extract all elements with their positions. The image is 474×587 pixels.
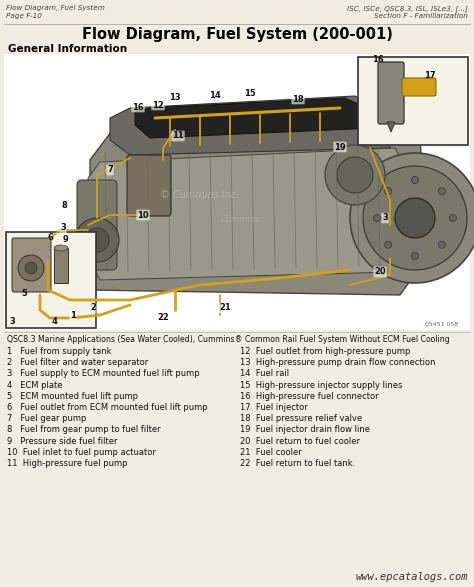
Text: 20: 20: [374, 268, 386, 276]
Circle shape: [411, 252, 419, 259]
Circle shape: [363, 166, 467, 270]
Text: 7   Fuel gear pump: 7 Fuel gear pump: [7, 414, 86, 423]
Bar: [358, 57, 468, 145]
Text: 8: 8: [61, 201, 67, 210]
Text: 13: 13: [169, 93, 181, 102]
Text: 17  Fuel injector: 17 Fuel injector: [240, 403, 308, 412]
Text: 11: 11: [172, 131, 184, 140]
Text: 6   Fuel outlet from ECM mounted fuel lift pump: 6 Fuel outlet from ECM mounted fuel lift…: [7, 403, 208, 412]
Text: Page F-10: Page F-10: [6, 13, 42, 19]
FancyBboxPatch shape: [402, 78, 436, 96]
Text: 10  Fuel inlet to fuel pump actuator: 10 Fuel inlet to fuel pump actuator: [7, 448, 156, 457]
Text: 3: 3: [60, 224, 66, 232]
Circle shape: [18, 255, 44, 281]
FancyBboxPatch shape: [12, 238, 51, 292]
Text: 2: 2: [90, 303, 96, 312]
Circle shape: [395, 198, 435, 238]
Text: 7: 7: [107, 166, 113, 174]
Text: 11  High-pressure fuel pump: 11 High-pressure fuel pump: [7, 459, 128, 468]
FancyBboxPatch shape: [378, 62, 404, 124]
Text: 1   Fuel from supply tank: 1 Fuel from supply tank: [7, 347, 111, 356]
Polygon shape: [88, 148, 410, 280]
Text: 10: 10: [137, 211, 149, 220]
Text: 19: 19: [334, 143, 346, 151]
Circle shape: [411, 177, 419, 184]
Circle shape: [449, 214, 456, 221]
Circle shape: [438, 188, 446, 195]
Circle shape: [75, 218, 119, 262]
Text: 19  Fuel injector drain flow line: 19 Fuel injector drain flow line: [240, 426, 370, 434]
Text: 16: 16: [372, 56, 384, 65]
Text: 2   Fuel filter and water separator: 2 Fuel filter and water separator: [7, 358, 148, 367]
Text: 5: 5: [21, 289, 27, 299]
Bar: [54, 248, 68, 283]
Text: 3   Fuel supply to ECM mounted fuel lift pump: 3 Fuel supply to ECM mounted fuel lift p…: [7, 369, 200, 379]
FancyBboxPatch shape: [77, 180, 117, 270]
Text: Section F - Familiarization: Section F - Familiarization: [374, 13, 468, 19]
Text: 4: 4: [52, 318, 58, 326]
Text: QSC8.3 Marine Applications (Sea Water Cooled), Cummins® Common Rail Fuel System : QSC8.3 Marine Applications (Sea Water Co…: [7, 335, 450, 344]
Circle shape: [325, 145, 385, 205]
Text: 13  High-pressure pump drain flow connection: 13 High-pressure pump drain flow connect…: [240, 358, 436, 367]
Text: © Cummins Inc.: © Cummins Inc.: [160, 190, 240, 200]
Text: 9: 9: [63, 235, 69, 245]
Text: 22  Fuel return to fuel tank.: 22 Fuel return to fuel tank.: [240, 459, 355, 468]
Text: 21: 21: [219, 303, 231, 312]
Text: 22: 22: [157, 313, 169, 322]
Text: 9   Pressure side fuel filter: 9 Pressure side fuel filter: [7, 437, 118, 446]
Circle shape: [85, 228, 109, 252]
Text: 05451 058: 05451 058: [425, 322, 458, 327]
Text: 18: 18: [292, 95, 304, 103]
Text: 21  Fuel cooler: 21 Fuel cooler: [240, 448, 302, 457]
Bar: [6, 232, 96, 328]
Text: General Information: General Information: [8, 44, 127, 54]
Text: 16: 16: [132, 103, 144, 112]
Circle shape: [374, 214, 381, 221]
Text: 12  Fuel outlet from high-pressure pump: 12 Fuel outlet from high-pressure pump: [240, 347, 410, 356]
Text: 18  Fuel pressure relief valve: 18 Fuel pressure relief valve: [240, 414, 362, 423]
Text: 3: 3: [382, 214, 388, 222]
Circle shape: [25, 262, 37, 274]
Text: 3: 3: [9, 318, 15, 326]
Circle shape: [337, 157, 373, 193]
Text: Flow Diagram, Fuel System: Flow Diagram, Fuel System: [6, 5, 105, 11]
Polygon shape: [387, 122, 395, 132]
Circle shape: [384, 188, 392, 195]
Text: 12: 12: [152, 100, 164, 110]
Text: Cummins: Cummins: [220, 215, 260, 224]
Polygon shape: [90, 105, 425, 295]
Text: 4   ECM plate: 4 ECM plate: [7, 380, 63, 390]
Text: 5   ECM mounted fuel lift pump: 5 ECM mounted fuel lift pump: [7, 392, 138, 401]
Text: 14  Fuel rail: 14 Fuel rail: [240, 369, 289, 379]
Circle shape: [384, 241, 392, 248]
Bar: [4, 54, 470, 330]
Ellipse shape: [54, 245, 68, 251]
Polygon shape: [110, 96, 390, 155]
Text: www.epcatalogs.com: www.epcatalogs.com: [356, 572, 468, 582]
Text: 15  High-pressure injector supply lines: 15 High-pressure injector supply lines: [240, 380, 402, 390]
Circle shape: [350, 153, 474, 283]
FancyBboxPatch shape: [127, 155, 171, 216]
Text: 20  Fuel return to fuel cooler: 20 Fuel return to fuel cooler: [240, 437, 360, 446]
Text: 17: 17: [424, 72, 436, 80]
Polygon shape: [135, 98, 375, 138]
Text: ISC, ISCe, QSC8.3, ISL, ISLe3, [...]: ISC, ISCe, QSC8.3, ISL, ISLe3, [...]: [347, 5, 468, 12]
Text: 15: 15: [244, 89, 256, 97]
Text: 14: 14: [209, 92, 221, 100]
Text: 1: 1: [70, 311, 76, 319]
Text: 6: 6: [47, 232, 53, 241]
Text: Flow Diagram, Fuel System (200-001): Flow Diagram, Fuel System (200-001): [82, 27, 392, 42]
Circle shape: [438, 241, 446, 248]
Text: 8   Fuel from gear pump to fuel filter: 8 Fuel from gear pump to fuel filter: [7, 426, 161, 434]
Text: 16  High-pressure fuel connector: 16 High-pressure fuel connector: [240, 392, 379, 401]
